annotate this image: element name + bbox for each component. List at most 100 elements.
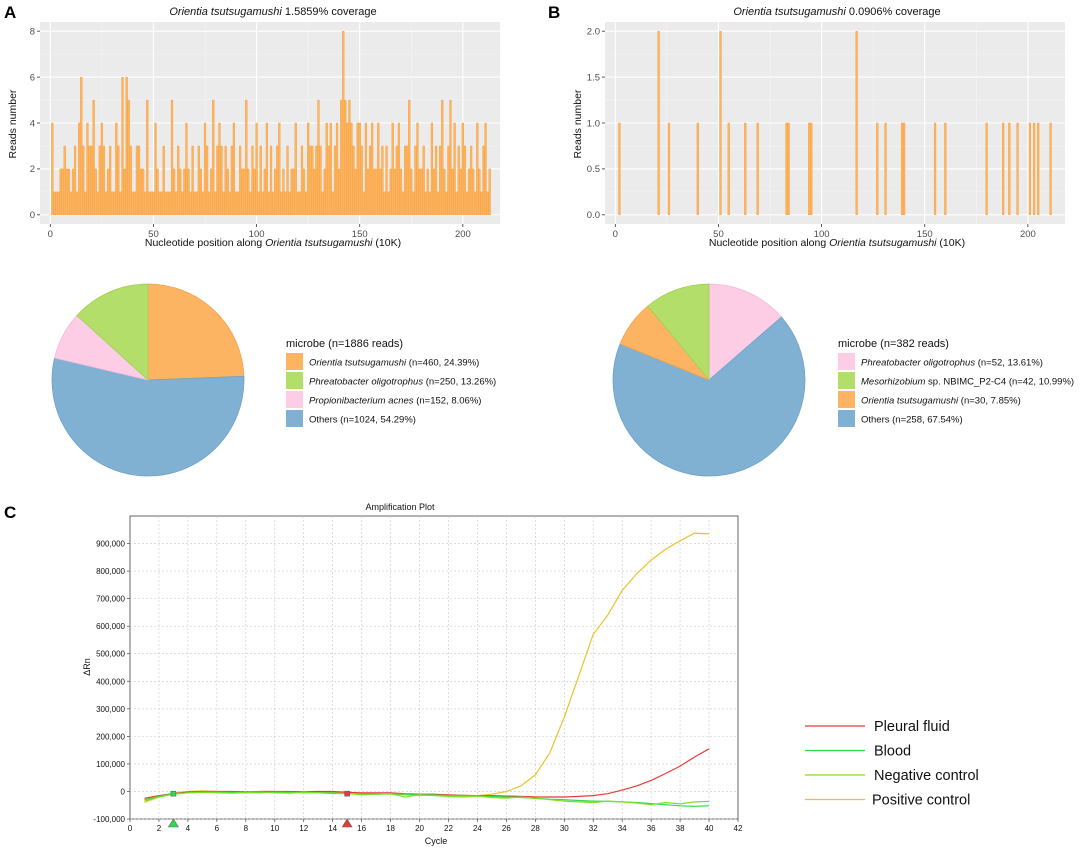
coverage-bar — [399, 168, 403, 215]
coverage-bar — [197, 145, 200, 215]
coverage-bar — [236, 191, 240, 215]
coverage-bar — [86, 122, 89, 215]
coverage-bar — [73, 145, 77, 215]
coverage-bar — [181, 191, 184, 215]
coverage-bar — [247, 168, 250, 215]
coverage-bar — [391, 122, 394, 215]
coverage-bar — [810, 122, 813, 215]
coverage-bar — [208, 191, 211, 215]
coverage-bar — [368, 145, 372, 215]
coverage-bar — [808, 122, 811, 215]
legend-label: Orientia tsutsugamushi (n=460, 24.39%) — [309, 358, 479, 369]
legend-label-count: Others (n=1024, 54.29%) — [309, 415, 416, 426]
coverage-bar — [401, 191, 405, 215]
coverage-bar — [59, 168, 62, 215]
x-tick-label: 16 — [357, 824, 366, 833]
chart-b-bars — [618, 31, 1052, 215]
coverage-bar — [902, 122, 906, 215]
amplification-series-lines — [144, 532, 710, 807]
coverage-bar — [410, 168, 413, 215]
coverage-bar — [51, 122, 54, 215]
legend-swatch — [838, 372, 855, 389]
coverage-bar — [55, 191, 58, 215]
coverage-bar — [61, 168, 64, 215]
x-tick-label: 42 — [734, 824, 743, 833]
coverage-bar — [241, 168, 244, 215]
coverage-bar — [280, 191, 283, 215]
y-tick-label: 0.0 — [587, 210, 600, 221]
coverage-bar — [356, 122, 359, 215]
chart-a-x-axis-title: Nucleotide position along Orientia tsuts… — [145, 237, 401, 249]
coverage-bar — [212, 99, 215, 215]
coverage-bar — [424, 191, 427, 215]
coverage-bar — [187, 168, 190, 215]
legend-label: Propionibacterium acnes (n=152, 8.06%) — [309, 396, 481, 407]
coverage-bar — [719, 31, 722, 215]
coverage-bar — [434, 145, 438, 215]
coverage-bar — [220, 145, 223, 215]
pie-slice — [612, 316, 806, 477]
y-tick-label: 0 — [121, 787, 126, 796]
chart-a-bars — [51, 31, 491, 215]
coverage-bar — [884, 122, 887, 215]
legend-label: Phreatobacter oligotrophus (n=250, 13.26… — [309, 377, 496, 388]
coverage-bar — [170, 99, 174, 215]
coverage-bar — [476, 122, 479, 215]
x-tick-label: 30 — [560, 824, 569, 833]
legend-label-species: Orientia tsutsugamushi — [309, 358, 407, 369]
coverage-bar — [205, 145, 209, 215]
y-tick-label: 0.5 — [587, 164, 600, 175]
coverage-bar — [276, 145, 279, 215]
coverage-bar — [160, 191, 163, 215]
coverage-bar — [263, 168, 266, 215]
coverage-bar — [342, 31, 345, 215]
pie-b-slices — [612, 283, 806, 477]
coverage-bar — [422, 145, 425, 215]
coverage-bar — [447, 145, 450, 215]
coverage-bar — [139, 168, 143, 215]
coverage-bar — [362, 191, 365, 215]
coverage-bar — [696, 122, 699, 215]
coverage-bar — [121, 76, 124, 215]
coverage-bar — [933, 122, 937, 215]
coverage-chart-b: Orientia tsutsugamushi 0.0906% coverage … — [572, 6, 1065, 249]
coverage-bar — [224, 145, 227, 215]
coverage-bar — [271, 191, 275, 215]
coverage-bar — [156, 168, 159, 215]
legend-label: Mesorhizobium sp. NBIMC_P2-C4 (n=42, 10.… — [861, 377, 1074, 388]
coverage-bar — [385, 145, 388, 215]
coverage-bar — [453, 122, 456, 215]
y-tick-label: -100,000 — [93, 815, 125, 824]
coverage-bar — [137, 145, 141, 215]
x-tick-label: 2 — [157, 824, 162, 833]
coverage-bar — [179, 168, 182, 215]
amplification-threshold-markers — [167, 790, 353, 828]
panel-letter-c: C — [4, 503, 16, 522]
coverage-bar — [255, 122, 258, 215]
chart-a-xlabel-organism: Orientia tsutsugamushi — [265, 237, 373, 249]
coverage-bar — [115, 122, 118, 215]
coverage-bar — [162, 145, 165, 215]
coverage-bar — [177, 145, 180, 215]
coverage-bar — [251, 145, 254, 215]
pie-b-legend-title: microbe (n=382 reads) — [838, 338, 949, 350]
coverage-bar — [243, 168, 246, 215]
coverage-bar — [457, 145, 460, 215]
coverage-bar — [245, 99, 248, 215]
legend-label: Blood — [874, 744, 911, 760]
coverage-bar — [319, 145, 322, 215]
legend-label-count: Others (n=258, 67.54%) — [861, 415, 963, 426]
coverage-bar — [232, 122, 236, 215]
chart-b-title: Orientia tsutsugamushi 0.0906% coverage — [733, 6, 940, 18]
chart-b-y-axis-title: Reads number — [572, 89, 584, 158]
coverage-bar — [346, 122, 349, 215]
amplification-legend: Pleural fluid Blood Negative control Positi… — [805, 719, 979, 809]
legend-label: Phreatobacter oligotrophus (n=52, 13.61%… — [861, 358, 1043, 369]
legend-label-count: (n=30, 7.85%) — [958, 396, 1021, 407]
x-tick-label: 38 — [676, 824, 685, 833]
coverage-bar — [441, 99, 444, 215]
coverage-bar — [418, 168, 421, 215]
coverage-bar — [278, 122, 281, 215]
coverage-bar — [331, 191, 335, 215]
